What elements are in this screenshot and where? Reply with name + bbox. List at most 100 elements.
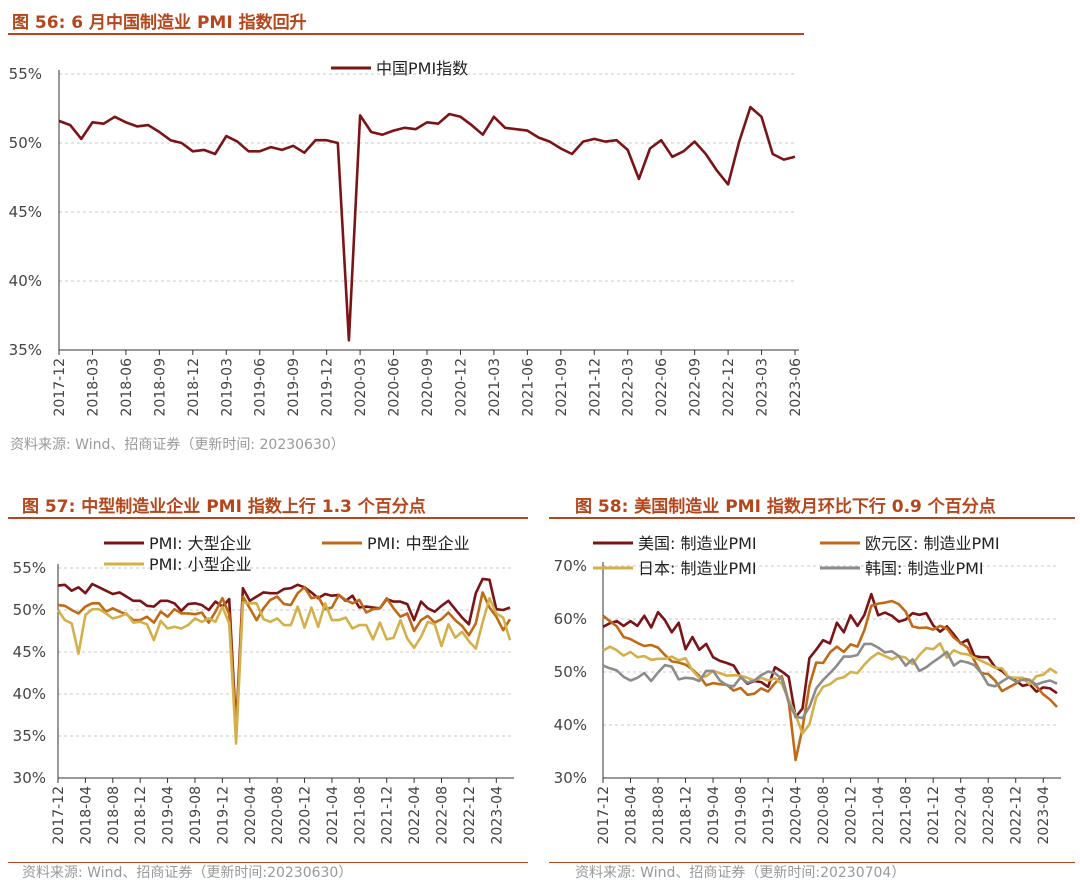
fig57-x-tick-label: 2022-08 — [435, 786, 451, 845]
fig57-x-tick-label: 2021-12 — [380, 786, 396, 845]
figure-57-title: 图 57: 中型制造业企业 PMI 指数上行 1.3 个百分点 — [22, 497, 426, 517]
figure-57-source: 资料来源: Wind、招商证券（更新时间:20230630） — [22, 865, 353, 881]
fig56-x-tick-label: 2020-12 — [453, 358, 469, 417]
fig58-x-tick-label: 2018-04 — [624, 786, 640, 845]
fig56-y-tick-label: 35% — [9, 341, 42, 359]
fig56-x-tick-label: 2017-12 — [52, 358, 68, 417]
figure-58-source: 资料来源: Wind、招商证券（更新时间:20230704） — [575, 865, 906, 881]
fig58-x-tick-label: 2023-04 — [1036, 786, 1052, 845]
fig56-x-tick-label: 2019-12 — [320, 358, 336, 417]
figure-56-title-rule — [8, 33, 804, 35]
fig58-x-tick-label: 2022-08 — [981, 786, 997, 845]
fig56-x-tick-label: 2022-09 — [688, 358, 704, 417]
fig58-x-tick-label: 2021-08 — [899, 786, 915, 845]
fig57-y-tick-label: 40% — [13, 685, 46, 703]
fig56-series-line-1 — [58, 105, 796, 342]
fig56-x-tick-label: 2022-12 — [721, 358, 737, 417]
fig58-x-tick-label: 2018-08 — [651, 786, 667, 845]
figure-57: 图 57: 中型制造业企业 PMI 指数上行 1.3 个百分点 30% 35% 40… — [0, 484, 530, 884]
fig56-x-tick-label: 2021-12 — [587, 358, 603, 417]
fig57-x-tick-label: 2020-04 — [243, 786, 259, 845]
fig56-x-tick-label: 2018-03 — [85, 358, 101, 417]
fig56-x-tick-label: 2023-03 — [755, 358, 771, 417]
fig57-x-tick-label: 2022-04 — [407, 786, 423, 845]
fig58-series-line-2 — [602, 599, 1058, 762]
figure-57-chart: 30% 35% 40% 45% 50% 55% 2017-12 2018-04 2018-08 2… — [13, 534, 514, 845]
fig58-x-tick-label: 2021-04 — [871, 786, 887, 845]
fig58-legend-label-2: 欧元区: 制造业PMI — [865, 534, 1000, 553]
fig58-x-tick-label: 2019-12 — [761, 786, 777, 845]
fig56-x-tick-label: 2019-03 — [219, 358, 235, 417]
fig58-x-tick-label: 2019-08 — [734, 786, 750, 845]
fig58-series-line-3 — [602, 642, 1058, 735]
fig57-x-tick-label: 2021-08 — [352, 786, 368, 845]
figure-58-chart: 30% 40% 50% 60% 70% 2017-12 2018-04 2018-08 2018… — [554, 534, 1061, 845]
fig56-x-tick-label: 2022-03 — [621, 358, 637, 417]
fig58-x-tick-label: 2021-12 — [926, 786, 942, 845]
fig57-y-tick-label: 35% — [13, 727, 46, 745]
fig58-y-tick-label: 50% — [554, 663, 587, 681]
fig56-x-tick-label: 2018-12 — [186, 358, 202, 417]
figure-58-title-rule — [549, 517, 1075, 519]
fig56-x-tick-label: 2020-06 — [387, 358, 403, 417]
fig57-x-tick-label: 2018-12 — [133, 786, 149, 845]
fig56-x-tick-label: 2021-03 — [487, 358, 503, 417]
fig58-x-tick-label: 2020-12 — [844, 786, 860, 845]
fig58-y-tick-label: 60% — [554, 610, 587, 628]
fig56-x-tick-label: 2018-09 — [152, 358, 168, 417]
fig56-x-tick-label: 2020-03 — [353, 358, 369, 417]
fig58-x-tick-label: 2020-04 — [789, 786, 805, 845]
fig56-x-tick-label: 2023-06 — [788, 358, 804, 417]
fig56-y-tick-label: 50% — [9, 134, 42, 152]
fig57-x-tick-label: 2018-08 — [106, 786, 122, 845]
fig58-x-tick-label: 2022-12 — [1009, 786, 1025, 845]
fig56-x-tick-label: 2020-09 — [420, 358, 436, 417]
fig56-x-tick-label: 2022-06 — [654, 358, 670, 417]
fig58-series-line-1 — [602, 592, 1058, 719]
figure-56-source: 资料来源: Wind、招商证券（更新时间: 20230630） — [10, 437, 345, 453]
fig58-legend-label-3: 日本: 制造业PMI — [638, 559, 757, 578]
fig57-x-tick-label: 2023-04 — [489, 786, 505, 845]
fig57-y-tick-label: 30% — [13, 769, 46, 787]
fig58-x-tick-label: 2019-04 — [706, 786, 722, 845]
figure-56-title: 图 56: 6 月中国制造业 PMI 指数回升 — [12, 13, 307, 33]
figure-57-title-rule — [8, 517, 528, 519]
fig57-x-tick-label: 2019-04 — [161, 786, 177, 845]
fig57-x-tick-label: 2022-12 — [462, 786, 478, 845]
fig58-x-tick-label: 2018-12 — [679, 786, 695, 845]
fig57-series-line-1 — [57, 577, 511, 729]
fig58-series-line-4 — [602, 642, 1058, 720]
fig57-x-tick-label: 2020-12 — [298, 786, 314, 845]
fig57-x-tick-label: 2021-04 — [325, 786, 341, 845]
fig58-legend-label-1: 美国: 制造业PMI — [638, 534, 757, 553]
fig56-x-tick-label: 2019-06 — [253, 358, 269, 417]
fig57-y-tick-label: 45% — [13, 643, 46, 661]
fig58-legend-label-4: 韩国: 制造业PMI — [865, 559, 984, 578]
fig56-y-tick-label: 55% — [9, 65, 42, 83]
figure-56-chart: 35% 40% 45% 50% 55% 2017-12 2018-03 2018-06 2018… — [9, 59, 804, 417]
fig58-y-tick-label: 40% — [554, 716, 587, 734]
fig58-x-tick-label: 2017-12 — [596, 786, 612, 845]
figure-58: 图 58: 美国制造业 PMI 指数月环比下行 0.9 个百分点 30% 40% 5… — [545, 484, 1080, 884]
fig56-x-tick-label: 2021-06 — [520, 358, 536, 417]
fig57-legend-label-1: PMI: 大型企业 — [149, 534, 252, 553]
figure-58-title: 图 58: 美国制造业 PMI 指数月环比下行 0.9 个百分点 — [575, 497, 996, 517]
fig57-legend-label-3: PMI: 小型企业 — [149, 555, 252, 574]
fig56-x-tick-label: 2021-09 — [554, 358, 570, 417]
fig56-x-tick-label: 2019-09 — [286, 358, 302, 417]
fig56-y-tick-label: 40% — [9, 272, 42, 290]
fig58-y-tick-label: 30% — [554, 769, 587, 787]
figure-57-source-rule — [8, 862, 528, 863]
fig57-x-tick-label: 2018-04 — [78, 786, 94, 845]
fig57-series-line-3 — [56, 596, 512, 745]
fig58-y-tick-label: 70% — [554, 557, 587, 575]
figure-56: 图 56: 6 月中国制造业 PMI 指数回升 35% 40% 45% 50% 55% 2… — [0, 0, 810, 470]
fig56-y-tick-label: 45% — [9, 203, 42, 221]
fig57-series-line-2 — [57, 586, 512, 734]
fig57-y-tick-label: 50% — [13, 601, 46, 619]
fig57-x-tick-label: 2020-08 — [270, 786, 286, 845]
fig57-x-tick-label: 2019-12 — [215, 786, 231, 845]
fig58-x-tick-label: 2020-08 — [816, 786, 832, 845]
fig57-x-tick-label: 2017-12 — [51, 786, 67, 845]
fig56-legend-label-1: 中国PMI指数 — [376, 59, 468, 78]
